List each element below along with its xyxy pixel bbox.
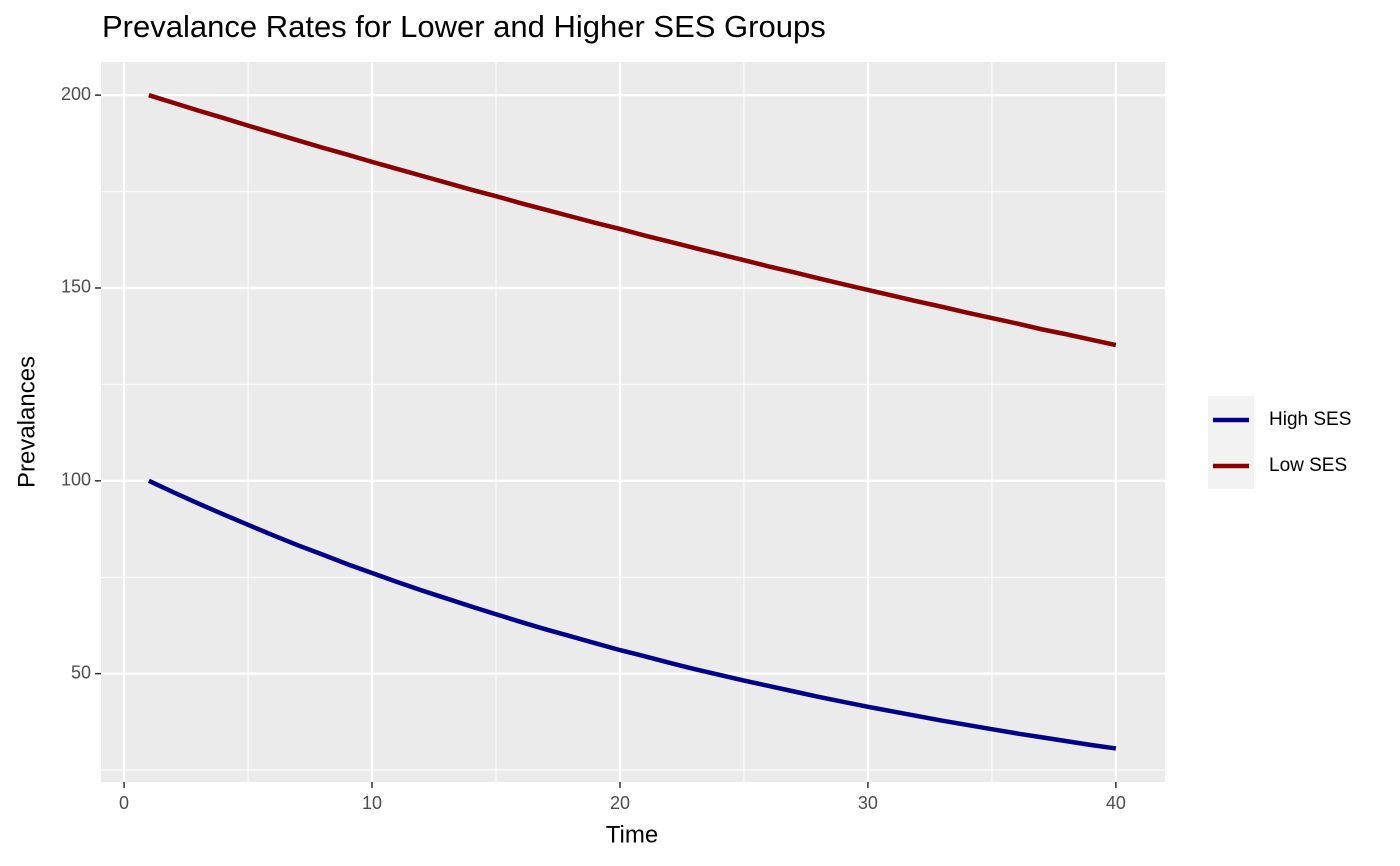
line-series <box>148 93 1117 348</box>
x-axis-label: Time <box>606 821 658 848</box>
legend-label: High SES <box>1269 409 1351 430</box>
x-tick-label: 40 <box>1106 793 1126 813</box>
legend-background <box>1208 396 1254 489</box>
legend-label: Low SES <box>1269 455 1347 476</box>
line-series <box>147 478 1117 751</box>
plot-panel <box>101 62 1165 782</box>
x-tick-label: 0 <box>119 793 129 813</box>
y-tick-label: 150 <box>61 277 91 297</box>
x-tick-label: 20 <box>610 793 630 813</box>
y-tick-label: 200 <box>61 84 91 104</box>
x-tick-label: 10 <box>362 793 382 813</box>
chart-title: Prevalance Rates for Lower and Higher SE… <box>102 9 826 44</box>
y-tick-label: 100 <box>61 470 91 490</box>
y-axis-label: Prevalances <box>13 356 40 488</box>
y-tick-label: 50 <box>71 662 91 682</box>
x-tick-label: 30 <box>858 793 878 813</box>
